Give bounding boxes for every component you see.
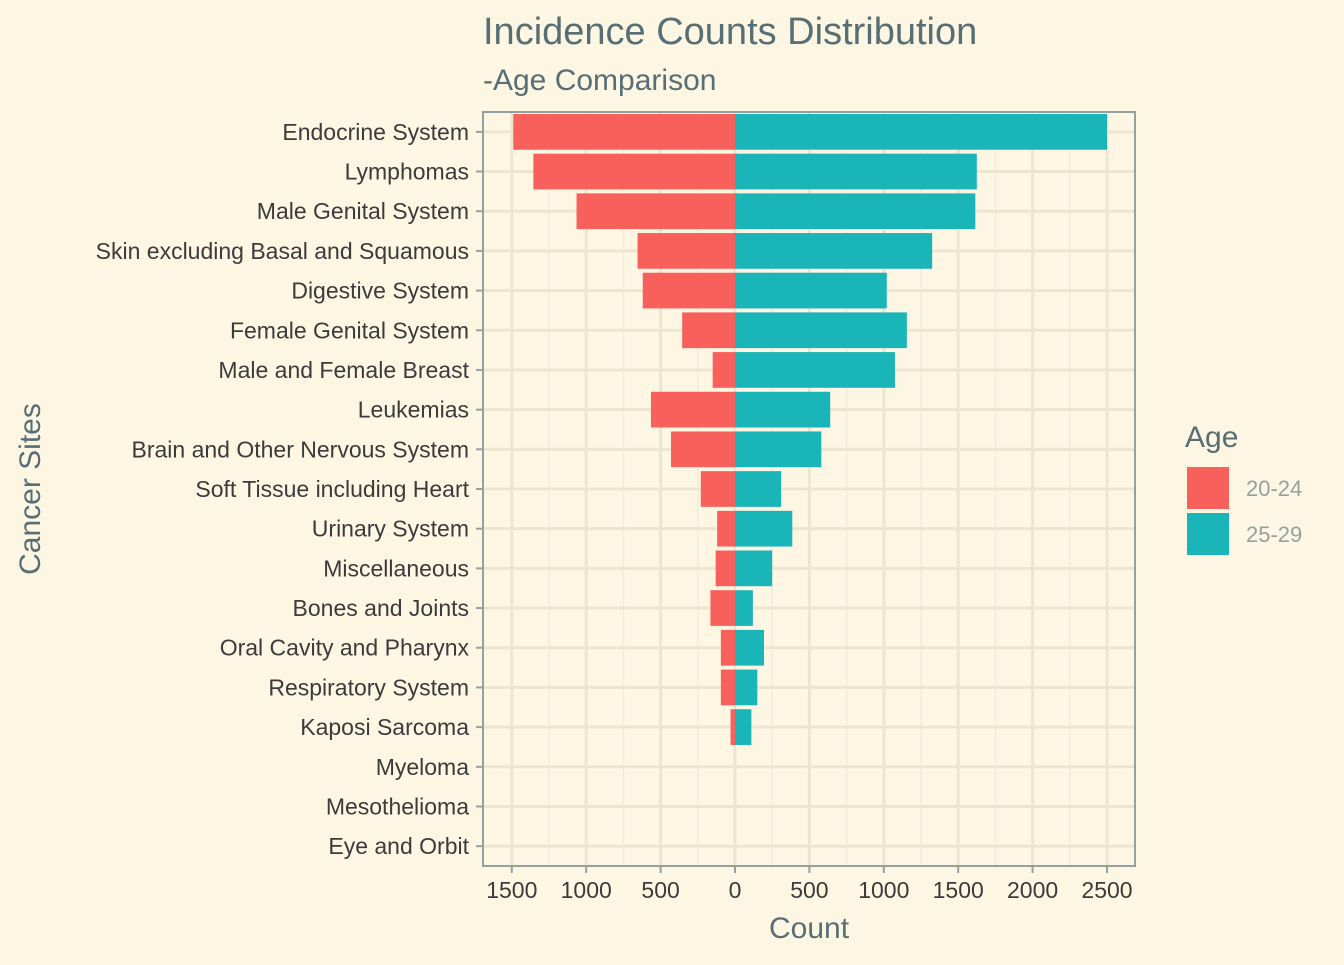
y-tick-label: Oral Cavity and Pharynx bbox=[220, 635, 470, 661]
bar-25-29-lymphomas bbox=[735, 153, 977, 190]
bar-25-29-kaposi-sarcoma bbox=[735, 709, 752, 745]
legend: Age 20-24 25-29 bbox=[1185, 421, 1302, 555]
bar-25-29-bones-and-joints bbox=[735, 590, 753, 626]
chart-title: Incidence Counts Distribution bbox=[483, 11, 977, 53]
y-tick-label: Myeloma bbox=[376, 754, 470, 780]
bar-20-24-lymphomas bbox=[533, 153, 735, 190]
y-tick-label: Bones and Joints bbox=[293, 595, 469, 621]
bar-25-29-urinary-system bbox=[735, 510, 793, 547]
x-tick-label: 1500 bbox=[933, 877, 984, 903]
bar-25-29-female-genital-system bbox=[735, 312, 907, 349]
y-tick-label: Digestive System bbox=[291, 278, 469, 304]
y-tick-label: Endocrine System bbox=[282, 119, 469, 145]
bar-25-29-soft-tissue-including-heart bbox=[735, 471, 782, 507]
y-axis-title: Cancer Sites bbox=[14, 403, 47, 575]
x-tick-label: 2000 bbox=[1007, 877, 1058, 903]
y-tick-label: Miscellaneous bbox=[323, 555, 469, 581]
bars bbox=[513, 113, 1107, 745]
y-tick-label: Brain and Other Nervous System bbox=[132, 436, 469, 462]
chart-subtitle: -Age Comparison bbox=[483, 64, 716, 97]
x-axis-title: Count bbox=[769, 912, 850, 945]
bar-25-29-male-genital-system bbox=[735, 193, 976, 230]
bar-20-24-male-and-female-breast bbox=[712, 352, 735, 388]
bar-20-24-respiratory-system bbox=[720, 669, 735, 706]
x-tick-label: 1000 bbox=[561, 877, 612, 903]
x-tick-label: 0 bbox=[729, 877, 742, 903]
bar-20-24-digestive-system bbox=[642, 272, 735, 309]
bar-25-29-digestive-system bbox=[735, 272, 887, 309]
bar-25-29-miscellaneous bbox=[735, 550, 773, 587]
y-tick-label: Male Genital System bbox=[257, 198, 469, 224]
bar-20-24-urinary-system bbox=[717, 510, 735, 547]
y-tick-label: Respiratory System bbox=[268, 674, 469, 700]
bar-20-24-female-genital-system bbox=[682, 312, 735, 349]
bar-25-29-skin-excluding-basal-and-squamous bbox=[735, 233, 933, 269]
bar-25-29-respiratory-system bbox=[735, 669, 758, 706]
bar-25-29-oral-cavity-and-pharynx bbox=[735, 629, 765, 666]
bar-20-24-leukemias bbox=[650, 391, 735, 428]
bar-20-24-oral-cavity-and-pharynx bbox=[720, 629, 735, 666]
legend-title: Age bbox=[1185, 421, 1238, 454]
bar-25-29-leukemias bbox=[735, 391, 831, 428]
bar-20-24-endocrine-system bbox=[513, 113, 735, 150]
legend-swatch-25-29 bbox=[1187, 513, 1229, 555]
y-tick-label: Mesothelioma bbox=[326, 793, 469, 819]
bar-20-24-brain-and-other-nervous-system bbox=[671, 431, 735, 468]
y-tick-label: Lymphomas bbox=[345, 159, 469, 185]
bar-20-24-skin-excluding-basal-and-squamous bbox=[637, 233, 735, 269]
x-tick-label: 1500 bbox=[486, 877, 537, 903]
bar-25-29-endocrine-system bbox=[735, 113, 1107, 150]
y-tick-label: Male and Female Breast bbox=[218, 357, 469, 383]
x-tick-label: 500 bbox=[641, 877, 679, 903]
y-tick-label: Female Genital System bbox=[230, 317, 469, 343]
y-tick-label: Skin excluding Basal and Squamous bbox=[96, 238, 469, 264]
y-tick-label: Soft Tissue including Heart bbox=[195, 476, 469, 502]
x-axis: 1500 1000 500 0 500 1000 1500 2000 2500 bbox=[486, 866, 1133, 903]
legend-label: 25-29 bbox=[1246, 522, 1302, 547]
x-tick-label: 500 bbox=[790, 877, 828, 903]
legend-swatch-20-24 bbox=[1187, 467, 1229, 509]
bar-20-24-kaposi-sarcoma bbox=[730, 709, 735, 745]
bar-20-24-miscellaneous bbox=[715, 550, 735, 587]
y-tick-label: Leukemias bbox=[358, 397, 469, 423]
bar-25-29-brain-and-other-nervous-system bbox=[735, 431, 822, 468]
legend-label: 20-24 bbox=[1246, 476, 1302, 501]
bar-20-24-bones-and-joints bbox=[710, 590, 735, 626]
x-tick-label: 2500 bbox=[1081, 877, 1132, 903]
bar-20-24-soft-tissue-including-heart bbox=[700, 471, 735, 507]
bar-20-24-male-genital-system bbox=[576, 193, 735, 230]
y-tick-label: Kaposi Sarcoma bbox=[300, 714, 469, 740]
y-axis: Endocrine System Lymphomas Male Genital Sy… bbox=[96, 119, 483, 859]
legend-items: 20-24 25-29 bbox=[1187, 467, 1302, 555]
x-tick-label: 1000 bbox=[858, 877, 909, 903]
bar-25-29-male-and-female-breast bbox=[735, 352, 895, 388]
y-tick-label: Eye and Orbit bbox=[328, 833, 469, 859]
y-tick-label: Urinary System bbox=[312, 516, 469, 542]
